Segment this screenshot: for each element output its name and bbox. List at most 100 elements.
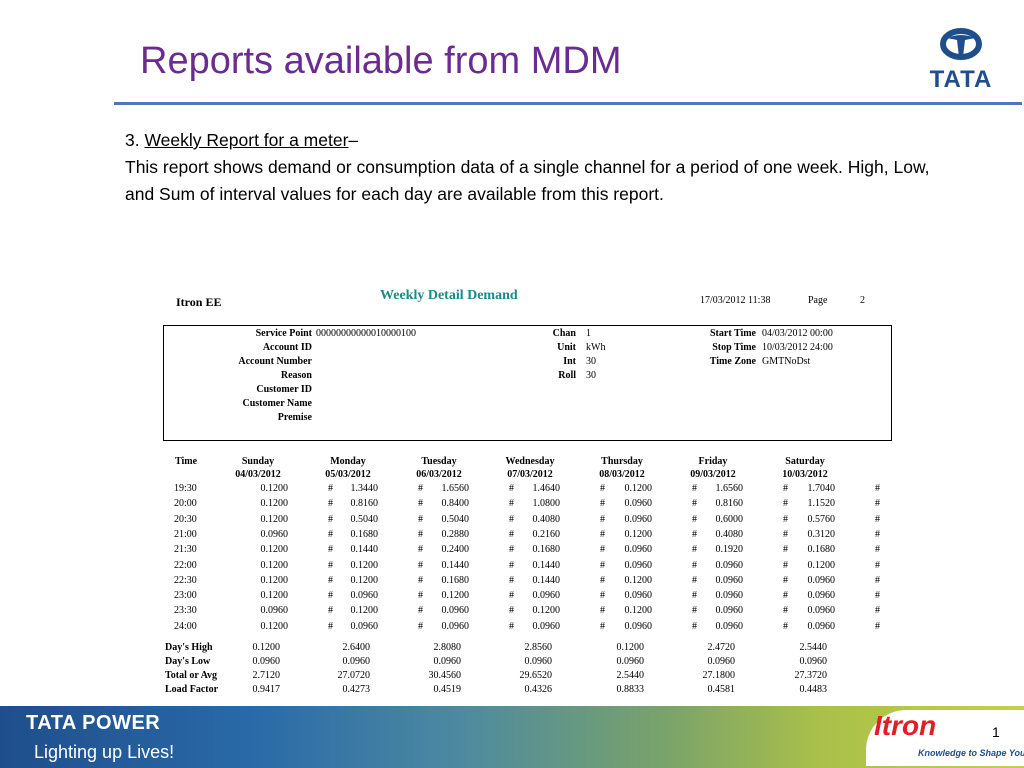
summary-cell: 0.4483 — [799, 684, 828, 695]
day-name: Wednesday — [505, 456, 555, 467]
value-cell: 0.3120 — [807, 528, 836, 540]
day-date: 04/03/2012 — [235, 469, 281, 480]
time-info-value: 10/03/2012 24:00 — [762, 342, 833, 353]
day-date: 08/03/2012 — [599, 469, 645, 480]
slide-page-number: 1 — [992, 724, 1000, 740]
value-cell: 0.1440 — [532, 559, 561, 571]
tata-logo-text: TATA — [929, 66, 993, 93]
flag-cell: # — [509, 559, 514, 571]
summary-cell: 29.6520 — [519, 670, 553, 681]
day-name: Thursday — [601, 456, 643, 467]
channel-value: 30 — [586, 356, 596, 367]
flag-cell: # — [783, 528, 788, 540]
flag-cell: # — [509, 605, 514, 617]
flag-cell: # — [328, 620, 333, 632]
value-cell: 0.1200 — [624, 483, 653, 494]
channel-value: 1 — [586, 328, 591, 339]
report-datetime: 17/03/2012 11:38 — [700, 295, 771, 306]
value-cell: 0.1440 — [532, 574, 561, 586]
time-info-label: Time Zone — [709, 356, 756, 367]
value-cell: 1.7040 — [807, 483, 836, 494]
summary-cell: 0.0960 — [616, 656, 645, 667]
section-number: 3. — [125, 130, 140, 150]
flag-cell: # — [418, 544, 423, 556]
time-cell: 23:00 — [174, 590, 197, 602]
tata-logo-icon — [940, 28, 982, 60]
value-cell: 0.8400 — [441, 498, 470, 510]
summary-cell: 0.0960 — [252, 656, 281, 667]
time-cell: 23:30 — [174, 605, 197, 617]
section-description: This report shows demand or consumption … — [125, 157, 930, 204]
summary-cell: 2.5440 — [799, 642, 828, 653]
value-cell: 0.4080 — [532, 513, 561, 525]
value-cell: 0.0960 — [260, 605, 289, 617]
value-cell: 0.0960 — [260, 528, 289, 540]
value-cell: 0.0960 — [624, 498, 653, 510]
value-cell: 0.1440 — [441, 559, 470, 571]
flag-cell: # — [875, 544, 880, 556]
itron-logo-panel — [866, 710, 1024, 766]
summary-label: Load Factor — [165, 684, 219, 695]
flag-cell: # — [328, 605, 333, 617]
flag-cell: # — [328, 590, 333, 602]
info-label: Customer Name — [242, 398, 312, 409]
value-cell: 0.0960 — [624, 620, 653, 632]
summary-cell: 0.0960 — [524, 656, 553, 667]
summary-cell: 2.7120 — [252, 670, 281, 681]
summary-cell: 0.9417 — [252, 684, 281, 695]
value-cell: 0.2160 — [532, 528, 561, 540]
time-cell: 24:00 — [174, 620, 197, 632]
flag-cell: # — [418, 590, 423, 602]
value-cell: 0.1200 — [350, 605, 379, 617]
itron-tagline: Knowledge to Shape Your Future — [918, 748, 1024, 758]
value-cell: 1.0800 — [532, 498, 561, 510]
summary-cell: 0.0960 — [707, 656, 736, 667]
channel-label: Roll — [558, 370, 576, 381]
flag-cell: # — [600, 620, 605, 632]
value-cell: 1.1520 — [807, 498, 836, 510]
summary-cell: 27.0720 — [337, 670, 371, 681]
value-cell: 0.1200 — [624, 528, 653, 540]
time-info-value: GMTNoDst — [762, 356, 811, 367]
time-cell: 21:30 — [174, 544, 197, 556]
value-cell: 0.0960 — [441, 605, 470, 617]
value-cell: 0.0960 — [624, 590, 653, 602]
value-cell: 0.1200 — [260, 574, 289, 586]
flag-cell: # — [600, 528, 605, 540]
value-cell: 0.1200 — [624, 574, 653, 586]
flag-cell: # — [783, 605, 788, 617]
flag-cell: # — [875, 513, 880, 525]
flag-cell: # — [875, 498, 880, 510]
flag-cell: # — [783, 544, 788, 556]
summary-cell: 0.1200 — [616, 642, 645, 653]
value-cell: 0.0960 — [715, 620, 744, 632]
flag-cell: # — [418, 559, 423, 571]
value-cell: 0.0960 — [807, 574, 836, 586]
day-date: 05/03/2012 — [325, 469, 371, 480]
summary-cell: 2.5440 — [616, 670, 645, 681]
value-cell: 0.1200 — [260, 498, 289, 510]
flag-cell: # — [692, 483, 697, 494]
value-cell: 0.1200 — [260, 559, 289, 571]
section-body: 3. Weekly Report for a meter– This repor… — [125, 127, 955, 208]
info-label: Customer ID — [256, 384, 312, 395]
value-cell: 0.1200 — [441, 590, 470, 602]
value-cell: 0.0960 — [807, 590, 836, 602]
flag-cell: # — [418, 513, 423, 525]
value-cell: 0.0960 — [624, 559, 653, 571]
flag-cell: # — [783, 498, 788, 510]
value-cell: 0.0960 — [441, 620, 470, 632]
value-cell: 0.5760 — [807, 513, 836, 525]
report-company: Itron EE — [176, 295, 222, 309]
value-cell: 0.0960 — [715, 574, 744, 586]
summary-cell: 0.0960 — [433, 656, 462, 667]
flag-cell: # — [875, 559, 880, 571]
flag-cell: # — [692, 513, 697, 525]
summary-cell: 0.8833 — [616, 684, 645, 695]
flag-cell: # — [328, 498, 333, 510]
itron-logo: Itron — [874, 710, 937, 741]
value-cell: 0.1200 — [260, 483, 289, 494]
value-cell: 0.6000 — [715, 513, 744, 525]
value-cell: 0.4080 — [715, 528, 744, 540]
info-label: Premise — [277, 412, 312, 423]
